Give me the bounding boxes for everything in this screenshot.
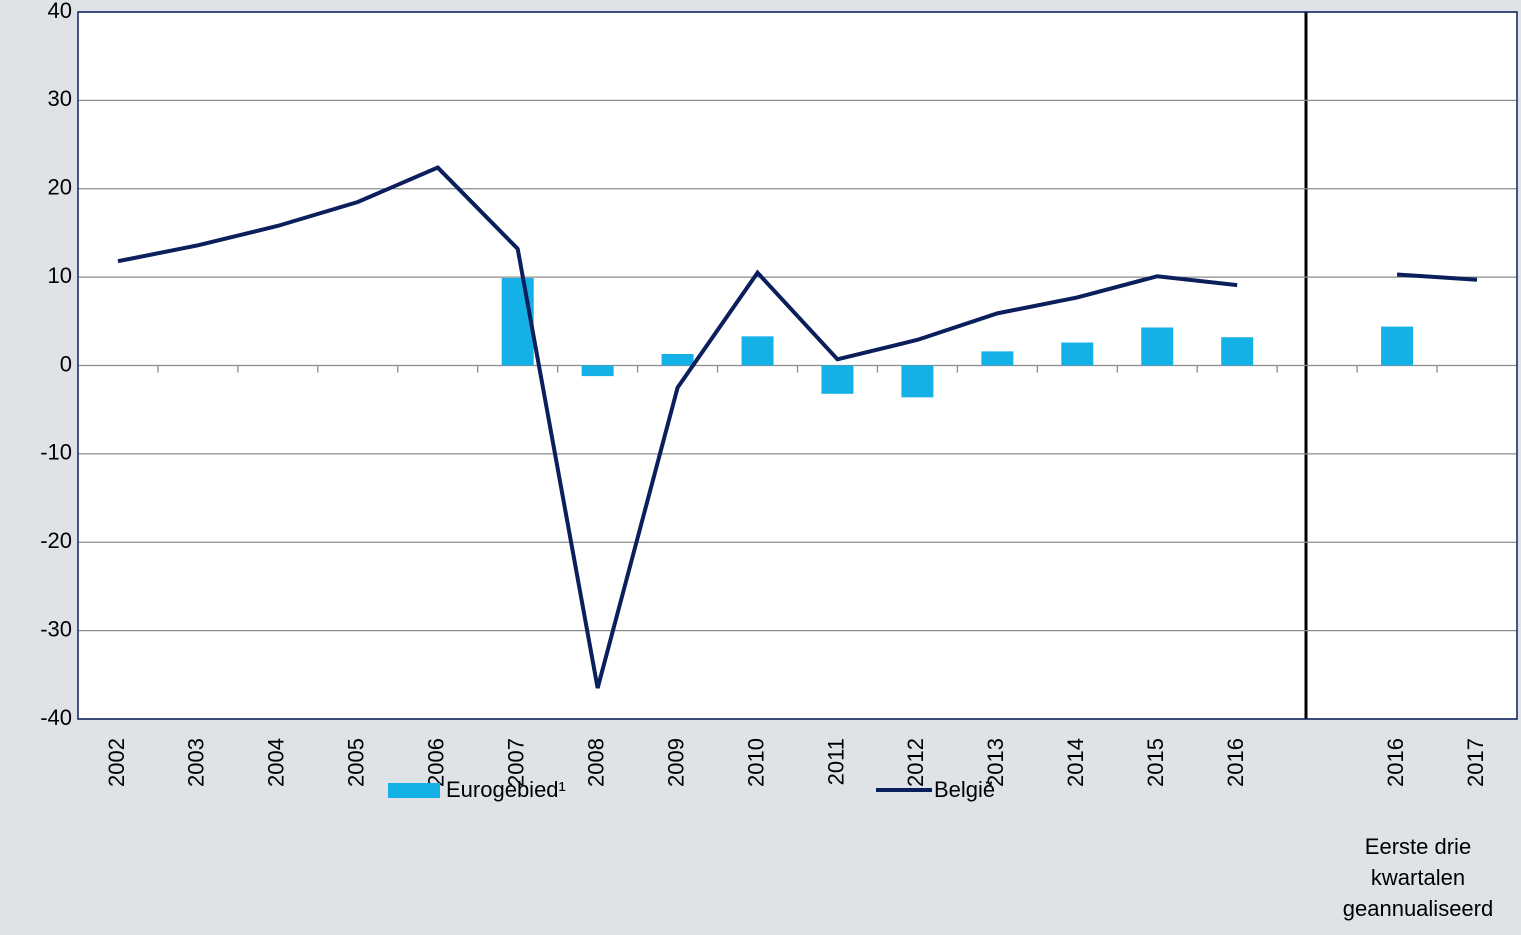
annotation: geannualiseerd: [1343, 896, 1493, 921]
x-tick-label: 2011: [823, 738, 848, 785]
x-tick-label: 2002: [104, 738, 129, 787]
x-tick-label: 2016: [1383, 738, 1408, 787]
y-tick-label: 10: [48, 263, 72, 288]
x-tick-label: 2003: [184, 738, 209, 787]
legend-label: België: [934, 777, 995, 802]
y-tick-label: -10: [40, 440, 72, 465]
y-tick-label: 20: [48, 175, 72, 200]
x-tick-label: 2010: [743, 738, 768, 787]
x-tick-label: 2016: [1223, 738, 1248, 787]
x-tick-label: 2015: [1143, 738, 1168, 787]
x-tick-label: 2012: [903, 738, 928, 787]
y-tick-label: -20: [40, 528, 72, 553]
x-tick-label: 2014: [1063, 738, 1088, 787]
bar: [661, 354, 694, 366]
bar: [741, 336, 774, 366]
bar: [501, 278, 534, 366]
plot-border: [77, 11, 1518, 720]
bar: [1061, 342, 1094, 366]
annotation: kwartalen: [1371, 865, 1465, 890]
y-tick-label: 40: [48, 0, 72, 23]
y-tick-label: -30: [40, 616, 72, 641]
y-tick-label: 0: [60, 351, 72, 376]
x-tick-label: 2017: [1463, 738, 1488, 787]
bar: [581, 365, 614, 377]
legend-swatch: [388, 783, 440, 798]
x-tick-label: 2006: [424, 738, 449, 787]
bar: [1141, 327, 1174, 366]
x-tick-label: 2004: [264, 738, 289, 787]
bar: [981, 351, 1014, 366]
x-tick-label: 2009: [663, 738, 688, 787]
x-tick-label: 2007: [504, 738, 529, 787]
line: [117, 165, 1478, 689]
bar: [1221, 337, 1254, 366]
bar: [821, 365, 854, 394]
x-tick-label: 2008: [583, 738, 608, 787]
legend-label: Eurogebied¹: [446, 777, 566, 802]
x-tick-label: 2013: [983, 738, 1008, 787]
bar: [1381, 326, 1414, 366]
annotation: Eerste drie: [1365, 834, 1471, 859]
bar: [901, 365, 934, 398]
y-tick-label: 30: [48, 86, 72, 111]
x-tick-label: 2005: [344, 738, 369, 787]
y-tick-label: -40: [40, 705, 72, 730]
